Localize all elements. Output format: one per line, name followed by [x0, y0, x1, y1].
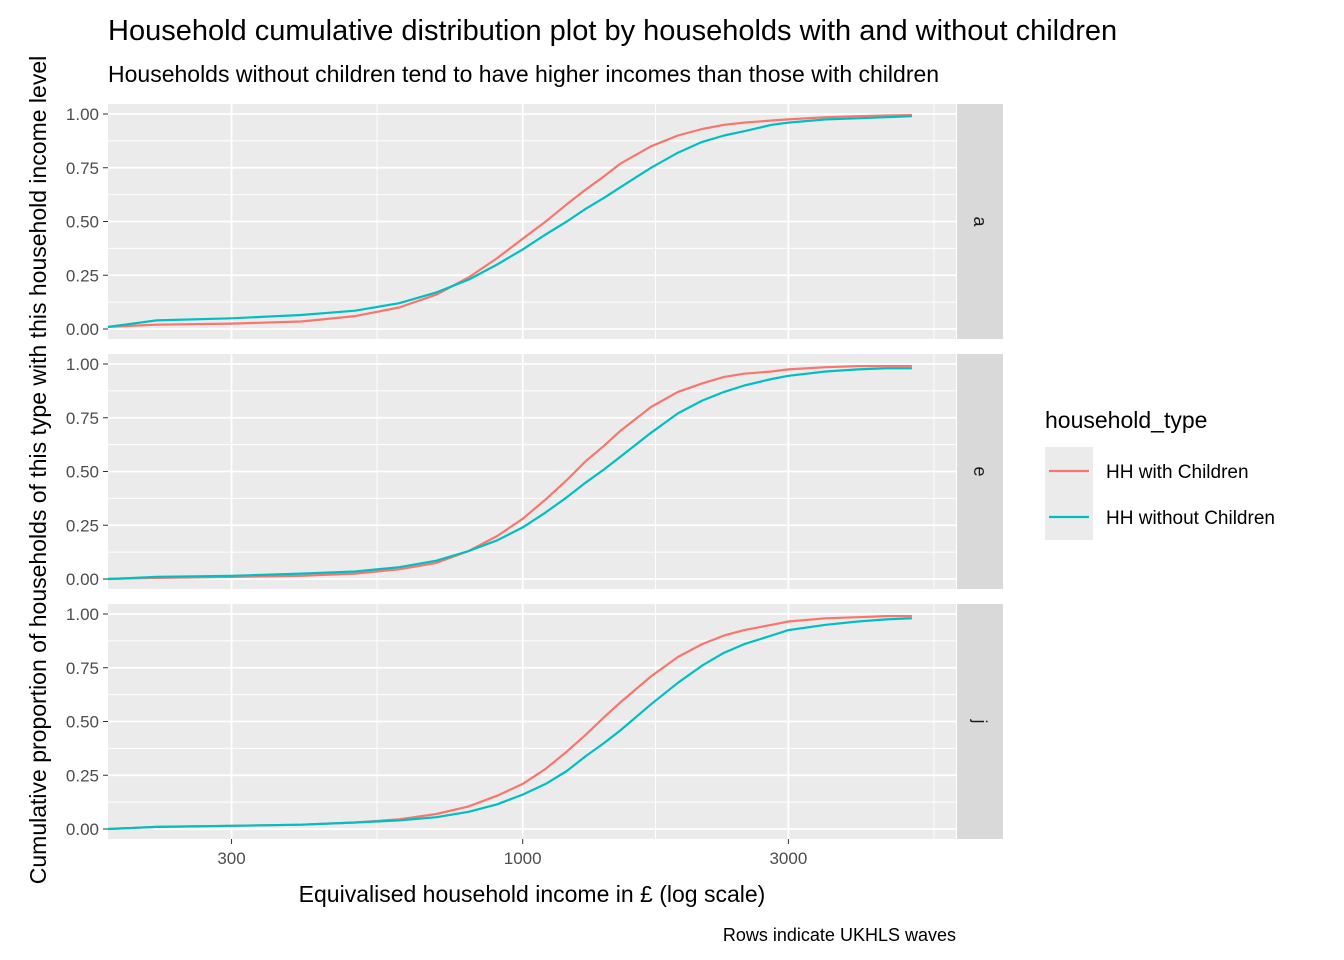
y-tick-label: 0.00: [66, 320, 99, 339]
series-line-hh-without-children: [107, 617, 912, 831]
y-tick-label: 0.50: [66, 713, 99, 732]
facet-strip-label: j: [970, 719, 990, 724]
facet-strip: [957, 104, 1003, 339]
series-line-hh-without-children: [107, 115, 912, 328]
series-line-hh-with-children: [107, 365, 912, 581]
y-tick-label: 0.00: [66, 820, 99, 839]
y-tick-label: 0.75: [66, 659, 99, 678]
facet-panel-e: 0.00 0.25 0.50 0.75 1.00 e: [66, 354, 1003, 589]
y-axis-title: Cumulative proportion of households of t…: [25, 56, 51, 884]
y-tick-label: 0.75: [66, 159, 99, 178]
x-tick-label: 1000: [504, 849, 542, 868]
series-line-hh-without-children: [107, 367, 912, 581]
x-axis-title: Equivalised household income in £ (log s…: [299, 881, 766, 907]
y-tick-label: 0.25: [66, 516, 99, 535]
facet-panels: 0.00 0.25 0.50 0.75 1.00 a 0.00 0.25 0.50 0.75 1.0…: [66, 104, 1003, 839]
facet-strip-label: a: [970, 216, 990, 227]
y-tick-label: 0.00: [66, 570, 99, 589]
facet-strip: [957, 604, 1003, 839]
legend-label-hh-without-children: HH without Children: [1106, 508, 1275, 529]
chart-title: Household cumulative distribution plot b…: [108, 15, 1117, 47]
y-tick-label: 1.00: [66, 605, 99, 624]
legend-label-hh-with-children: HH with Children: [1106, 462, 1249, 483]
x-axis: 300 1000 3000: [217, 839, 807, 868]
y-tick-label: 0.25: [66, 266, 99, 285]
y-tick-label: 0.25: [66, 766, 99, 785]
facet-strip: [957, 354, 1003, 589]
facet-panel-j: 0.00 0.25 0.50 0.75 1.00 j: [66, 604, 1003, 839]
y-tick-label: 1.00: [66, 355, 99, 374]
chart-subtitle: Households without children tend to have…: [108, 61, 939, 87]
caption: Rows indicate UKHLS waves: [723, 925, 956, 945]
y-tick-label: 0.50: [66, 463, 99, 482]
y-tick-label: 0.75: [66, 409, 99, 428]
legend-title: household_type: [1045, 407, 1207, 433]
x-tick-label: 3000: [769, 849, 807, 868]
x-tick-label: 300: [217, 849, 245, 868]
y-tick-label: 1.00: [66, 105, 99, 124]
facet-strip-label: e: [970, 466, 990, 476]
y-tick-label: 0.50: [66, 213, 99, 232]
legend: household_type HH with Children HH witho…: [1030, 395, 1340, 540]
series-line-hh-with-children: [107, 114, 912, 328]
facet-panel-a: 0.00 0.25 0.50 0.75 1.00 a: [66, 104, 1003, 339]
